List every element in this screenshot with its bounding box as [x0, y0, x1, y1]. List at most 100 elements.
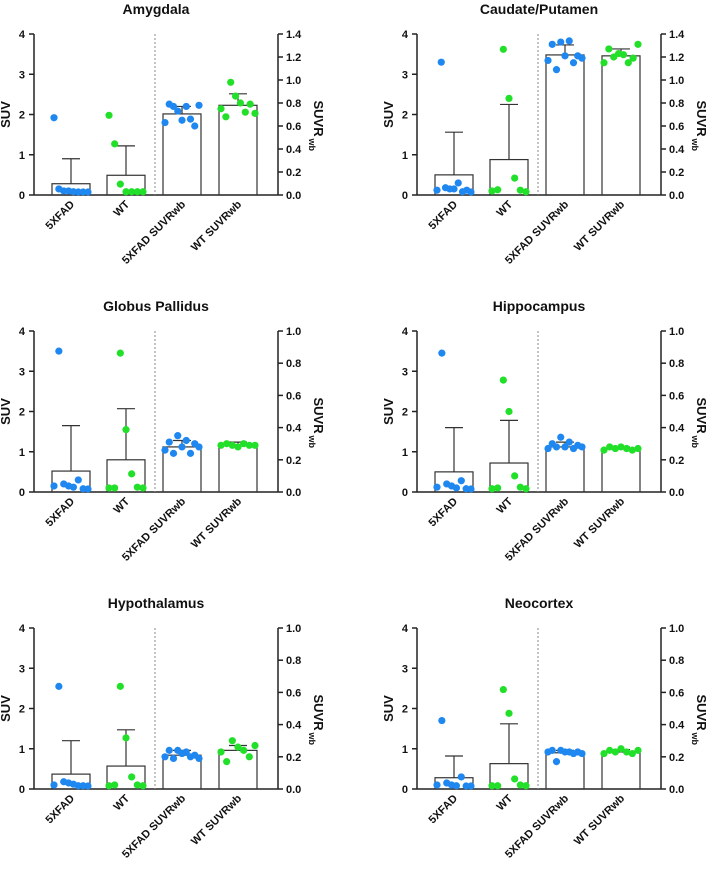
y-tick-label: 4	[19, 326, 26, 338]
y-right-axis-label-text: SUVR	[694, 101, 708, 138]
data-point	[186, 115, 195, 123]
data-point	[245, 441, 253, 449]
y-right-axis-label: SUVRwb	[690, 398, 708, 449]
data-point	[544, 444, 552, 453]
data-point	[611, 748, 619, 756]
data-point	[522, 485, 530, 493]
data-point	[169, 449, 178, 457]
data-point	[619, 51, 628, 59]
data-point	[217, 105, 225, 113]
x-tick-label: WT	[495, 495, 516, 516]
bar	[601, 55, 641, 196]
y-tick-label: 3	[402, 366, 408, 378]
data-point	[505, 709, 513, 717]
x-tick-label: WT	[112, 495, 133, 516]
y-right-tick-label: 0.6	[286, 687, 301, 699]
data-point	[467, 188, 475, 196]
y-right-axis-label-sub: wb	[307, 435, 317, 449]
data-point	[488, 782, 496, 790]
data-point	[84, 485, 92, 493]
data-point	[191, 122, 199, 130]
data-point	[133, 483, 141, 491]
data-point	[84, 188, 92, 196]
bar	[545, 752, 585, 790]
data-point	[634, 40, 642, 48]
data-point	[438, 349, 446, 357]
y-tick-label: 4	[19, 29, 26, 41]
y-tick-label: 0	[402, 784, 408, 796]
data-point	[457, 773, 465, 781]
data-point	[236, 99, 245, 107]
y-right-axis-label: SUVRwb	[690, 101, 708, 152]
data-point	[111, 484, 119, 492]
y-right-tick-label: 0.2	[669, 752, 684, 764]
data-point	[505, 407, 513, 416]
y-tick-label: 2	[19, 704, 25, 716]
data-point	[245, 753, 253, 761]
y-right-tick-label: 0.6	[669, 390, 684, 402]
y-tick-label: 2	[402, 407, 408, 419]
data-point	[552, 443, 561, 451]
y-tick-label: 1	[402, 744, 408, 756]
data-point	[467, 782, 475, 790]
y-tick-label: 1	[19, 447, 25, 459]
x-tick-label: 5XFAD	[44, 199, 78, 233]
data-point	[522, 188, 530, 196]
y-right-axis-label-sub: wb	[690, 138, 700, 152]
chart-panel: Hippocampus 0 1 2 3 4 0.0 0.2 0.4 0.6 0.8 1.0 SUV SUV…	[381, 298, 708, 564]
x-tick-label: WT SUVRwb	[572, 495, 627, 550]
chart-panel: Globus Pallidus 0 1 2 3 4 0.0 0.2 0.4 0.6 0.8 1.0 SU…	[0, 298, 326, 564]
data-point	[511, 775, 519, 783]
data-point	[139, 782, 147, 790]
y-tick-label: 0	[402, 487, 408, 499]
data-point	[105, 484, 113, 492]
bar	[545, 54, 585, 196]
y-tick-label: 4	[402, 623, 409, 635]
data-point	[623, 748, 631, 756]
y-right-tick-label: 1.0	[669, 326, 684, 338]
data-point	[246, 100, 254, 108]
x-tick-label: 5XFAD	[44, 793, 78, 827]
y-tick-label: 3	[19, 69, 25, 81]
data-point	[578, 54, 586, 62]
data-point	[241, 108, 249, 116]
data-point	[557, 38, 565, 46]
data-point	[161, 753, 169, 761]
data-point	[605, 45, 613, 53]
chart-title: Hippocampus	[493, 298, 586, 314]
chart-title: Hypothalamus	[108, 595, 205, 611]
y-right-tick-label: 0.4	[286, 423, 302, 435]
data-point	[251, 109, 259, 117]
y-right-axis-label-text: SUVR	[311, 695, 326, 732]
data-point	[234, 743, 242, 751]
y-axis-label: SUV	[0, 695, 13, 722]
x-tick-label: 5XFAD	[427, 199, 461, 233]
bar	[545, 446, 585, 493]
y-right-tick-label: 0.4	[669, 423, 685, 435]
data-point	[169, 754, 178, 763]
y-right-tick-label: 0.2	[286, 455, 301, 467]
y-right-tick-label: 0.0	[286, 190, 301, 202]
y-right-axis-label-text: SUVR	[694, 695, 708, 732]
data-point	[116, 349, 124, 357]
data-point	[165, 746, 173, 754]
data-point	[223, 440, 231, 448]
data-point	[111, 781, 119, 789]
bar	[218, 444, 258, 493]
y-tick-label: 0	[19, 784, 25, 796]
y-right-tick-label: 0.4	[669, 720, 685, 732]
chart-title: Neocortex	[505, 595, 574, 611]
bar	[601, 751, 641, 790]
y-right-tick-label: 0.4	[669, 144, 685, 156]
chart-title: Caudate/Putamen	[480, 1, 598, 17]
data-point	[178, 116, 186, 124]
data-point	[122, 426, 130, 434]
data-point	[227, 78, 235, 86]
y-right-tick-label: 0.6	[286, 121, 301, 133]
data-point	[516, 186, 524, 194]
data-point	[499, 376, 507, 384]
data-point	[228, 737, 236, 745]
y-right-axis-label-sub: wb	[307, 138, 317, 152]
x-tick-label: WT	[495, 792, 516, 813]
data-point	[628, 749, 636, 758]
